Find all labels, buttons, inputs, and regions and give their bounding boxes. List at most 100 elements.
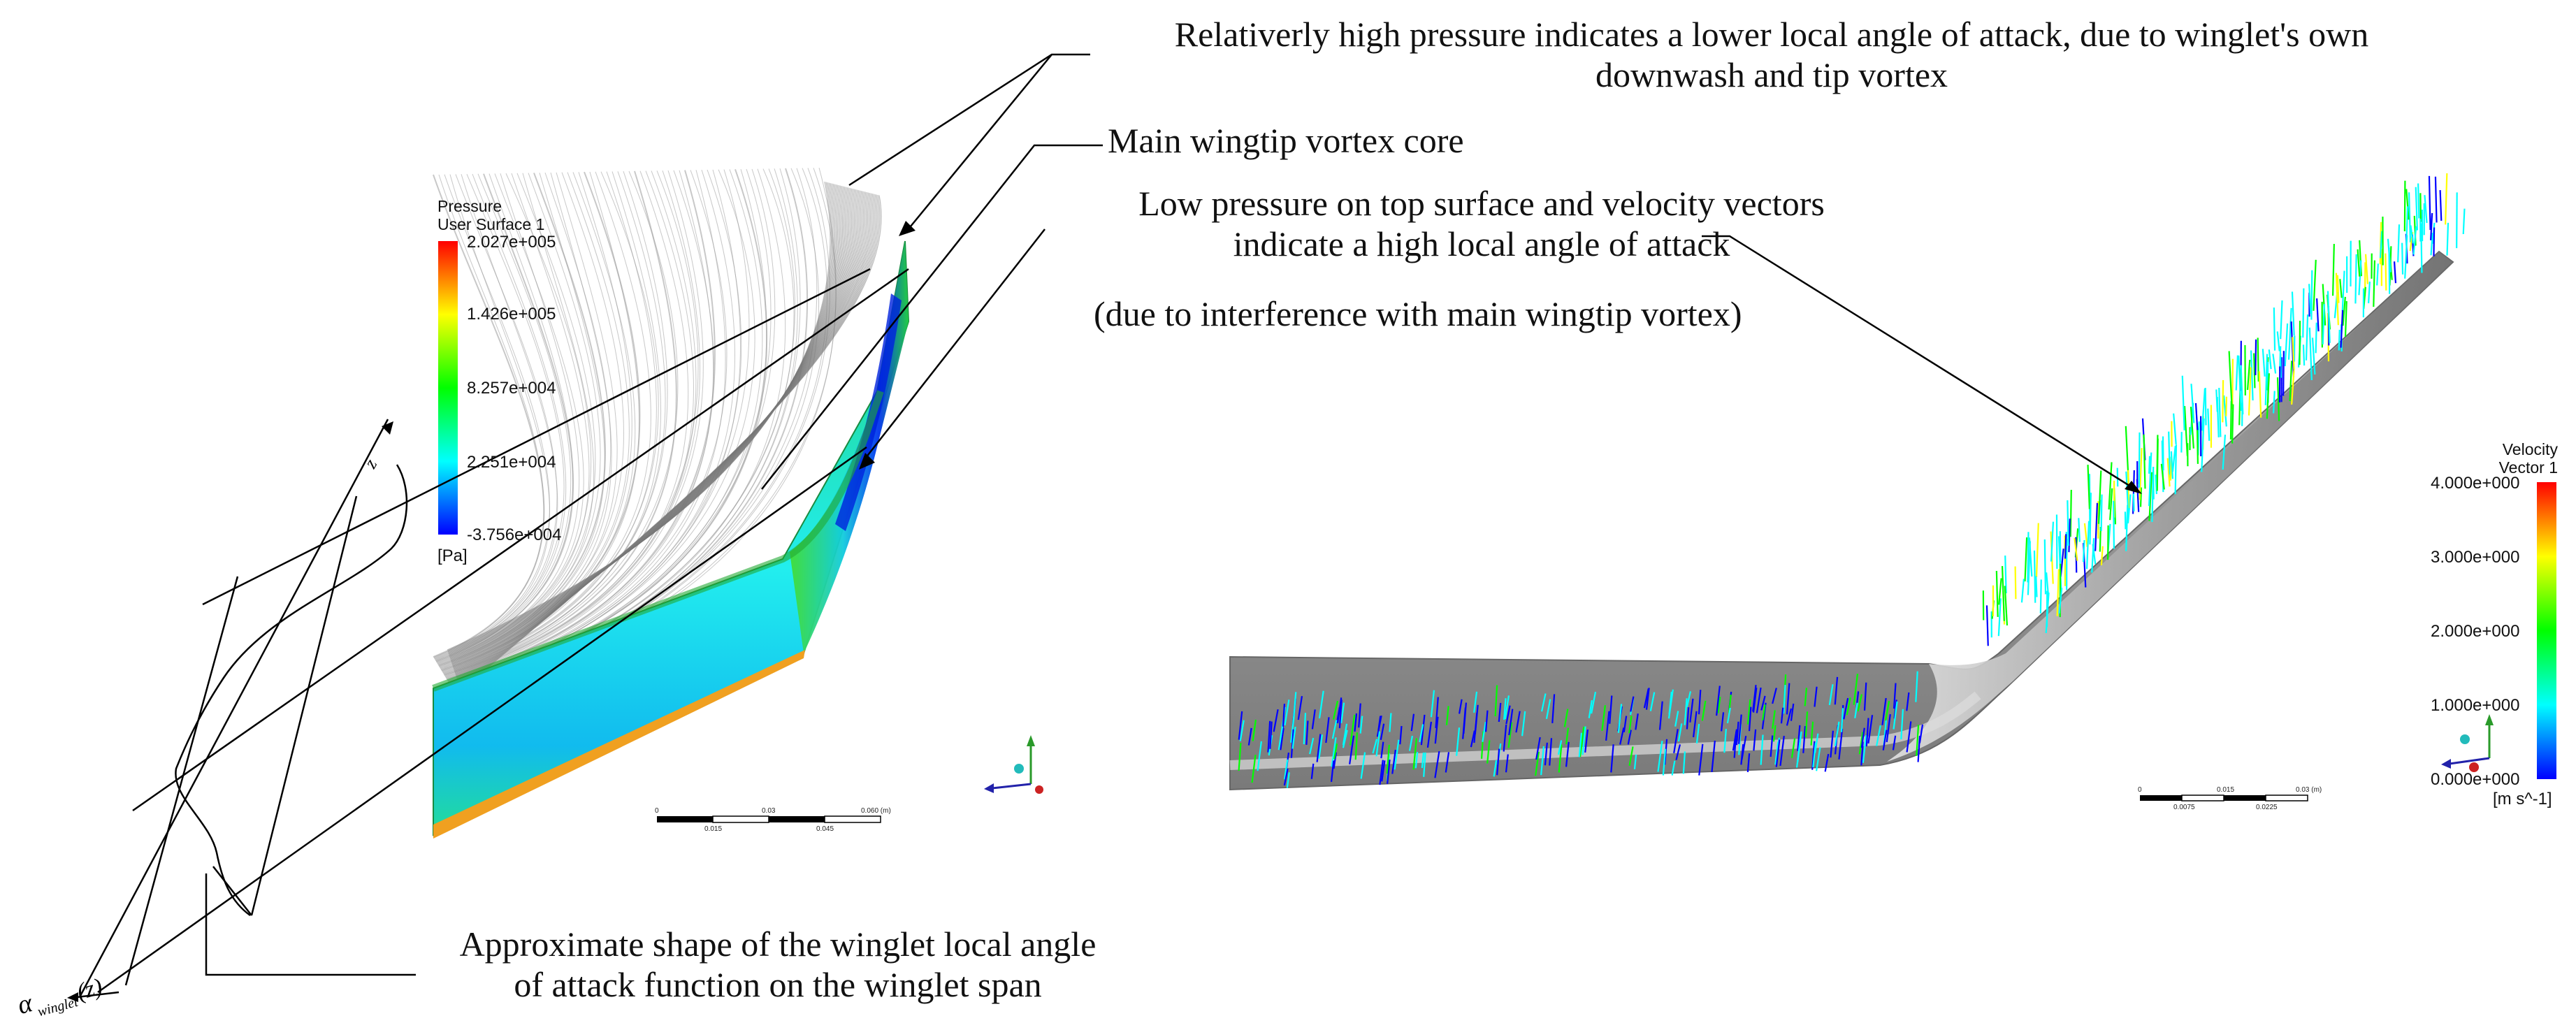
velocity-vector — [1802, 726, 1807, 753]
velocity-tick-1: 3.000e+000 — [2431, 548, 2520, 567]
velocity-vector — [1723, 729, 1727, 753]
alpha-label: α winglet (z) — [15, 973, 106, 1020]
velocity-vector — [1617, 704, 1623, 733]
velocity-vector — [1342, 730, 1348, 748]
annotation-low-pressure-line1: Low pressure on top surface and velocity… — [1138, 184, 1825, 223]
velocity-vector — [2292, 337, 2295, 370]
svg-text:α: α — [15, 988, 36, 1020]
velocity-vector — [2322, 304, 2325, 344]
velocity-vector — [2156, 438, 2159, 491]
velocity-vector — [1786, 708, 1793, 726]
velocity-vector — [1541, 693, 1547, 712]
velocity-vector — [1331, 737, 1337, 767]
velocity-vector — [2170, 451, 2174, 479]
velocity-vector — [2335, 273, 2339, 326]
scale-left-label-1: 0.03 — [762, 807, 776, 815]
streamline — [446, 170, 714, 679]
wing-chord-line-2 — [250, 495, 358, 916]
pressure-tick-2: 8.257e+004 — [467, 379, 556, 398]
velocity-vector — [1544, 742, 1548, 766]
velocity-vector — [2240, 365, 2244, 414]
velocity-vector — [2405, 189, 2410, 220]
velocity-vector — [2004, 586, 2009, 626]
wing-chord-line-1 — [124, 576, 239, 986]
velocity-vector — [2148, 456, 2151, 474]
velocity-vector — [1985, 605, 1989, 646]
velocity-vector — [1858, 732, 1864, 755]
velocity-vector — [1535, 737, 1541, 760]
velocity-vector — [1399, 725, 1403, 745]
velocity-vector — [2168, 431, 2171, 475]
velocity-vector — [2181, 375, 2185, 430]
velocity-vector — [1333, 743, 1338, 760]
velocity-vector — [1717, 697, 1721, 713]
velocity-vector — [2462, 208, 2466, 235]
velocity-vector — [2434, 176, 2438, 223]
annotation-high-pressure-line1: Relativerly high pressure indicates a lo… — [1174, 15, 2369, 54]
velocity-vector — [1753, 729, 1757, 751]
velocity-vector — [1840, 708, 1844, 732]
velocity-vector — [2264, 354, 2269, 405]
velocity-vector — [2222, 434, 2227, 470]
velocity-vector — [1770, 735, 1774, 757]
velocity-vector — [1414, 752, 1419, 769]
velocity-vector — [2216, 397, 2220, 437]
velocity-vector — [1565, 741, 1570, 767]
velocity-vector — [1462, 707, 1467, 739]
velocity-vector — [2268, 349, 2272, 370]
velocity-vector — [2376, 263, 2379, 286]
annotation-aoa-shape: Approximate shape of the winglet local a… — [418, 924, 1138, 1005]
velocity-vector — [1445, 706, 1449, 725]
velocity-vector — [2289, 361, 2293, 402]
velocity-vector — [2201, 389, 2206, 431]
velocity-vector — [1876, 725, 1881, 746]
velocity-vector — [1882, 730, 1888, 750]
velocity-vector — [2194, 402, 2199, 430]
velocity-vector — [2327, 291, 2331, 343]
velocity-vector — [2373, 260, 2376, 307]
velocity-vector — [1838, 728, 1844, 760]
velocity-vector — [2027, 532, 2029, 583]
scale-left-label-3: 0.015 — [704, 825, 723, 833]
velocity-vector — [1557, 740, 1563, 755]
velocity-vector — [1667, 689, 1674, 719]
velocity-vector — [1549, 738, 1553, 766]
velocity-vector — [1609, 695, 1613, 724]
velocity-vector — [2276, 331, 2280, 351]
velocity-vector — [1389, 713, 1392, 732]
velocity-vector — [2364, 254, 2369, 284]
velocity-vector — [2311, 338, 2316, 375]
pressure-colorbar — [438, 241, 458, 535]
velocity-vector — [2136, 479, 2140, 512]
streamline — [434, 174, 558, 660]
velocity-vector — [1601, 705, 1606, 732]
velocity-vector — [2228, 351, 2233, 405]
velocity-vector — [2397, 224, 2401, 263]
velocity-vector — [2341, 270, 2345, 312]
velocity-vector — [2171, 445, 2176, 472]
velocity-vector — [1251, 755, 1257, 783]
velocity-vector — [2445, 173, 2448, 225]
streamline — [442, 171, 657, 673]
velocity-vector — [1746, 699, 1751, 725]
velocity-vector — [1682, 751, 1686, 774]
velocity-vector — [1545, 699, 1551, 720]
velocity-vector — [1381, 760, 1386, 782]
velocity-vector — [2401, 242, 2404, 275]
velocity-vector — [1238, 711, 1243, 740]
velocity-vector — [1834, 676, 1839, 705]
velocity-vector — [1674, 711, 1679, 727]
velocity-vector — [2139, 448, 2143, 500]
pressure-unit: [Pa] — [437, 546, 468, 565]
velocity-vector — [2308, 284, 2312, 314]
velocity-vector — [2108, 462, 2113, 510]
streamline — [445, 170, 699, 678]
velocity-vector — [1473, 691, 1478, 713]
velocity-vector — [1741, 735, 1747, 760]
streamline — [442, 171, 651, 672]
velocity-vector — [1610, 744, 1614, 773]
velocity-vector — [1504, 695, 1510, 720]
velocity-vector — [1885, 701, 1890, 721]
velocity-vector — [1563, 709, 1569, 727]
velocity-vector — [1521, 711, 1526, 737]
